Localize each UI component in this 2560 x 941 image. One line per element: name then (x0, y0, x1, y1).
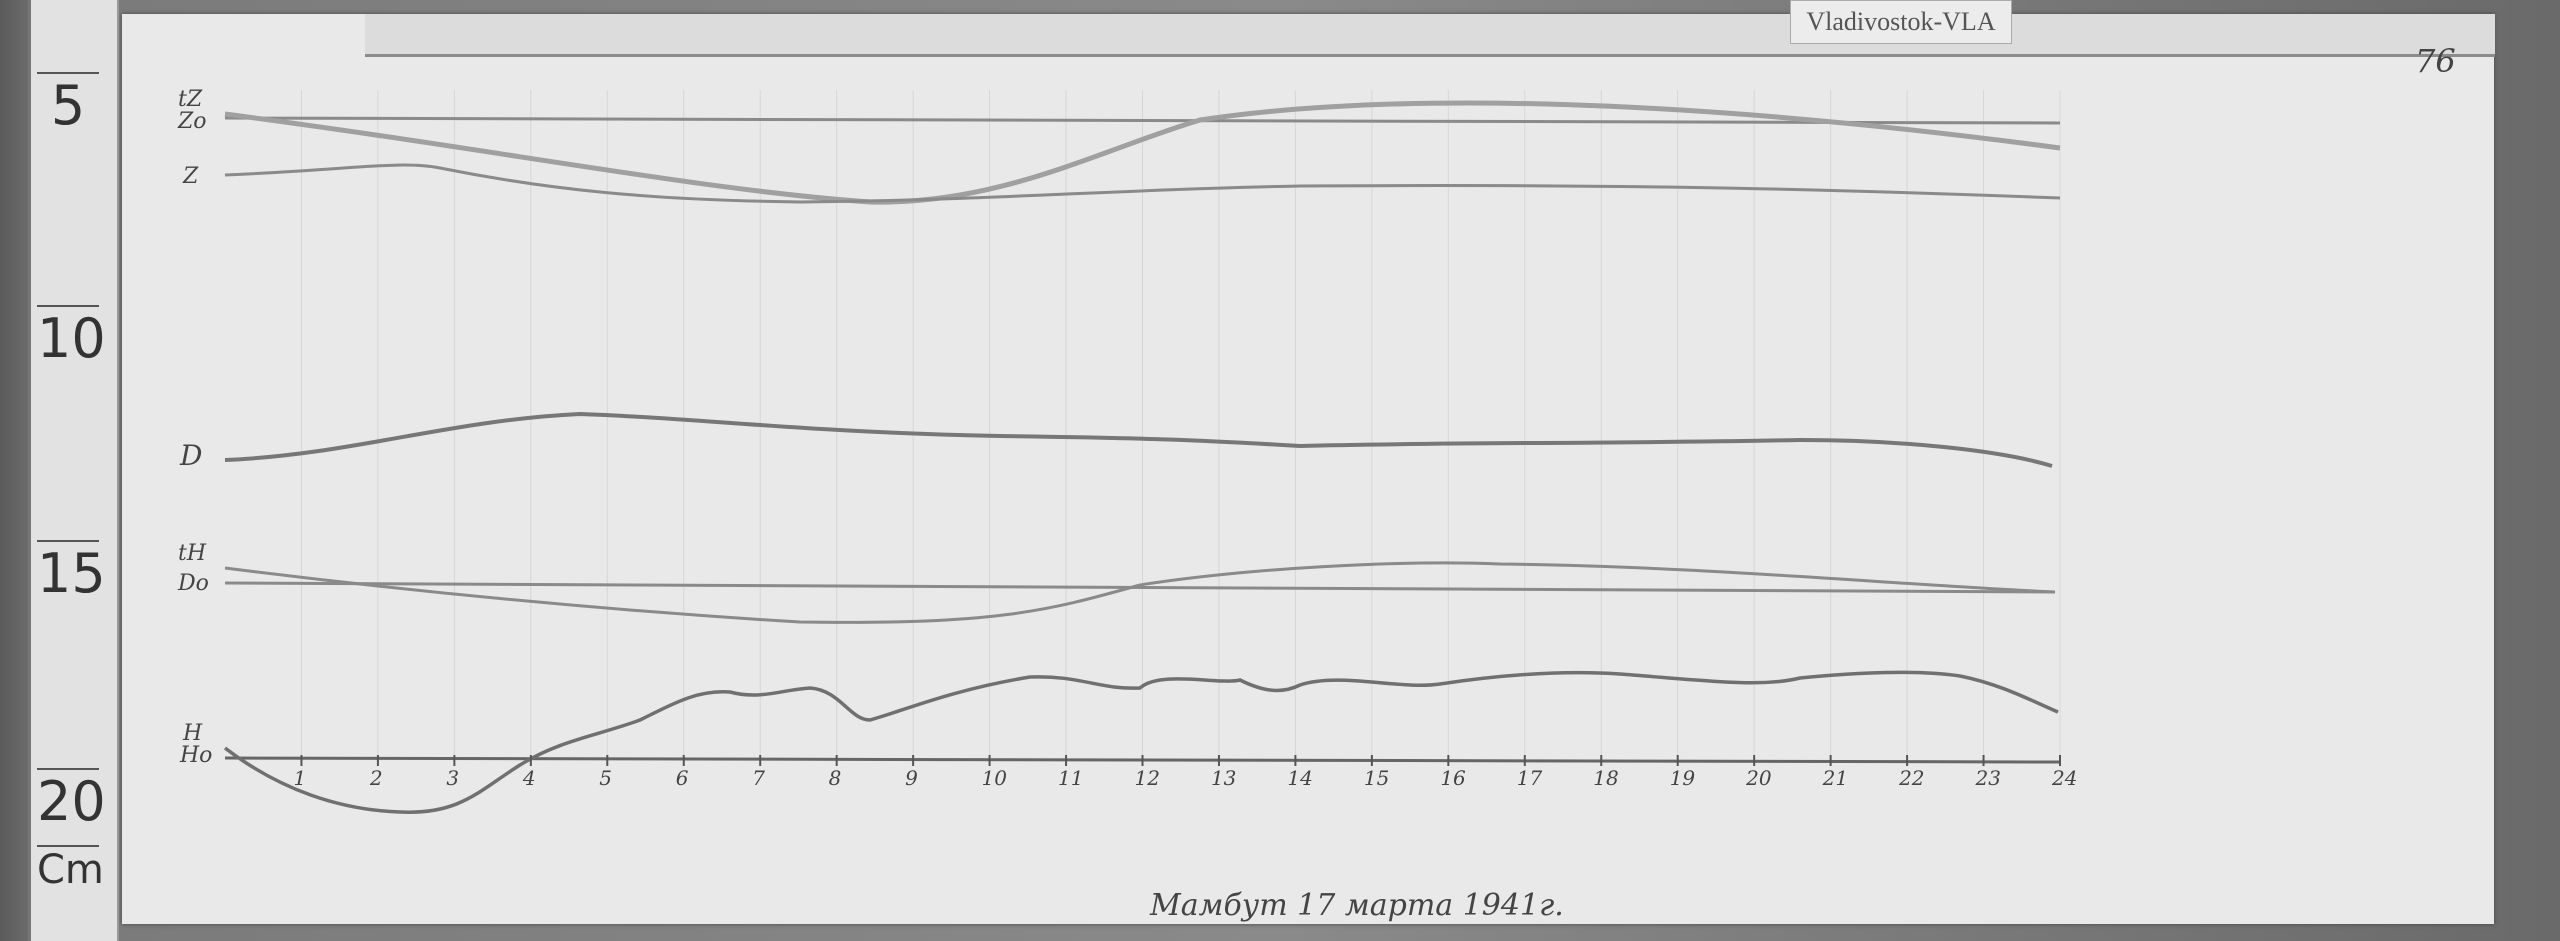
label-th: tH (178, 541, 207, 566)
hour-label: 11 (1058, 766, 1083, 790)
hour-label: 16 (1440, 766, 1466, 790)
hour-label: 21 (1822, 766, 1848, 790)
hour-label: 8 (829, 766, 842, 790)
hour-label: 24 (2051, 766, 2077, 790)
hour-label: 15 (1364, 766, 1389, 790)
hour-label: 4 (522, 766, 536, 790)
label-tz: tZ (178, 87, 203, 112)
hour-label: 20 (1745, 766, 1772, 790)
trace-d (224, 411, 2053, 468)
scale-ruler: 5 10 15 20 Cm (28, 0, 119, 941)
label-zo: Zo (177, 109, 207, 134)
hour-label: 7 (752, 766, 765, 790)
hour-label: 12 (1135, 766, 1160, 790)
ruler-mark: 15 (37, 540, 106, 605)
label-ho: Ho (179, 743, 212, 768)
hour-label: 2 (369, 766, 383, 790)
sheet-number: 76 (2415, 42, 2456, 80)
trace-h (223, 670, 2059, 814)
ruler-unit: Cm (37, 845, 104, 893)
hour-label: 22 (1898, 766, 1924, 790)
baseline-zo (224, 116, 2061, 125)
hour-label: 3 (446, 766, 459, 790)
label-do: Do (177, 571, 209, 596)
hour-label: 6 (676, 766, 689, 790)
hour-label: 17 (1517, 766, 1543, 790)
hour-label: 5 (599, 766, 612, 790)
hour-label: 13 (1211, 766, 1236, 790)
hour-label: 18 (1593, 766, 1618, 790)
baseline-do (224, 581, 2056, 594)
station-label: Vladivostok-VLA (1790, 0, 2012, 44)
hour-label: 9 (905, 766, 918, 790)
hour-label: 23 (1975, 766, 2001, 790)
label-h: H (182, 721, 203, 746)
trace-d-time (224, 561, 2056, 624)
caption: Мамбут 17 марта 1941г. (1149, 888, 1564, 923)
hour-label: 1 (293, 766, 306, 790)
magnetogram-sheet (122, 14, 2494, 924)
sheet-overlay-strip (365, 14, 2495, 57)
label-z: Z (182, 164, 199, 189)
ruler-mark: 20 (37, 768, 106, 833)
label-d: D (179, 439, 202, 472)
trace-z-time (224, 100, 2061, 205)
ruler-mark: 10 (37, 305, 106, 370)
hour-label: 19 (1670, 766, 1696, 790)
hour-label: 14 (1287, 766, 1312, 790)
trace-z (224, 163, 2061, 204)
hour-label: 10 (982, 766, 1008, 790)
ruler-mark: 5 (37, 72, 99, 137)
